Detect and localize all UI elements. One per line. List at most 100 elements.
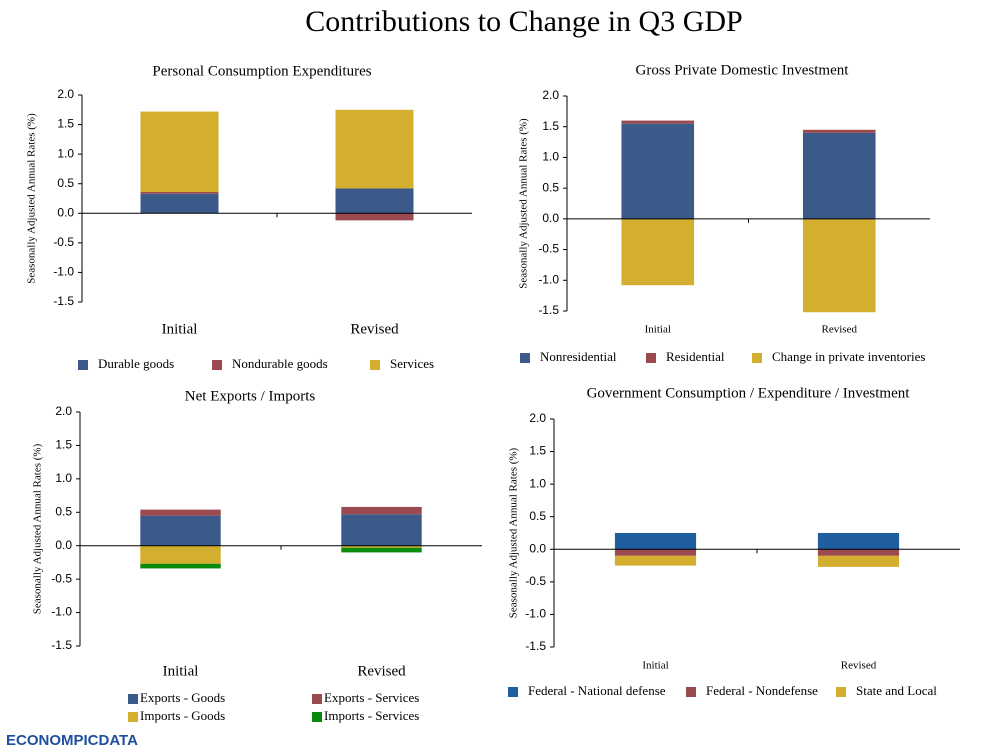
y-tick-label: 1.0 <box>57 146 74 160</box>
legend-swatch <box>836 687 846 697</box>
page-title: Contributions to Change in Q3 GDP <box>305 5 743 38</box>
y-tick-label: -0.5 <box>51 571 72 585</box>
y-tick-label: 1.5 <box>542 119 559 133</box>
legend-swatch <box>752 353 762 363</box>
bar-segment <box>341 547 422 553</box>
bar-segment <box>341 506 422 515</box>
y-tick-label: -0.5 <box>525 574 546 588</box>
y-tick-label: 1.5 <box>529 444 546 458</box>
bar-segment <box>140 191 219 194</box>
y-tick-label: -0.5 <box>538 242 559 256</box>
legend-swatch <box>128 712 138 722</box>
chart-title: Personal Consumption Expenditures <box>152 63 371 79</box>
y-tick-label: -1.5 <box>538 303 559 317</box>
logo: ECONOMPICDATA <box>6 732 138 749</box>
legend-swatch <box>312 712 322 722</box>
bar-segment <box>621 120 695 124</box>
y-tick-label: -1.5 <box>525 639 546 653</box>
y-tick-label: -1.5 <box>51 638 72 652</box>
legend-swatch <box>78 360 88 370</box>
x-tick-label: Initial <box>163 663 199 679</box>
bar-segment <box>802 218 876 313</box>
legend-label: Federal - National defense <box>528 683 666 698</box>
legend-swatch <box>646 353 656 363</box>
bar-segment <box>140 563 221 569</box>
bar-segment <box>140 515 221 546</box>
y-tick-label: 0.0 <box>57 205 74 219</box>
legend-label: Durable goods <box>98 356 174 371</box>
y-tick-label: 0.0 <box>55 538 72 552</box>
legend-swatch <box>312 694 322 704</box>
x-tick-label: Revised <box>822 324 858 336</box>
y-tick-label: 0.5 <box>542 180 559 194</box>
y-axis-label: Seasonally Adjusted Annual Rates (%) <box>518 118 530 289</box>
chart-title: Net Exports / Imports <box>185 388 316 404</box>
legend-label: Exports - Services <box>324 690 419 705</box>
bar-segment <box>341 514 422 546</box>
bar-segment <box>621 218 695 286</box>
bar-segment <box>341 545 422 548</box>
y-tick-label: 2.0 <box>57 87 74 101</box>
y-tick-label: -1.5 <box>53 294 74 308</box>
bar-segment <box>335 188 414 214</box>
y-tick-label: -1.0 <box>51 605 72 619</box>
bar-segment <box>140 509 221 516</box>
y-tick-label: -0.5 <box>53 235 74 249</box>
y-tick-label: 0.0 <box>542 211 559 225</box>
bar-segment <box>621 123 695 219</box>
bar-segment <box>335 213 414 221</box>
legend-swatch <box>686 687 696 697</box>
y-tick-label: -1.0 <box>538 272 559 286</box>
bar-segment <box>817 549 900 556</box>
y-tick-label: 1.5 <box>55 438 72 452</box>
bar-segment <box>614 549 697 556</box>
bar-segment <box>817 533 900 550</box>
legend-label: Imports - Services <box>324 708 419 723</box>
legend-label: Change in private inventories <box>772 349 925 364</box>
legend-swatch <box>370 360 380 370</box>
y-tick-label: 2.0 <box>55 404 72 418</box>
chart-title: Gross Private Domestic Investment <box>636 62 850 78</box>
bar-segment <box>140 545 221 564</box>
legend-label: Exports - Goods <box>140 690 225 705</box>
legend-label: Nondurable goods <box>232 356 328 371</box>
legend-swatch <box>212 360 222 370</box>
y-tick-label: -1.0 <box>53 265 74 279</box>
x-tick-label: Initial <box>645 324 671 336</box>
legend-label: Nonresidential <box>540 349 617 364</box>
x-tick-label: Revised <box>350 321 399 337</box>
y-tick-label: 0.5 <box>529 509 546 523</box>
y-tick-label: 0.5 <box>57 176 74 190</box>
bar-segment <box>614 533 697 550</box>
legend-swatch <box>520 353 530 363</box>
y-tick-label: 2.0 <box>529 411 546 425</box>
legend-label: Residential <box>666 349 725 364</box>
y-tick-label: 1.5 <box>57 117 74 131</box>
bar-segment <box>802 129 876 133</box>
x-tick-label: Initial <box>162 321 198 337</box>
x-tick-label: Initial <box>642 660 668 672</box>
y-tick-label: 1.0 <box>529 476 546 490</box>
legend-label: Services <box>390 356 434 371</box>
x-tick-label: Revised <box>841 660 877 672</box>
bar-segment <box>614 555 697 566</box>
legend-swatch <box>128 694 138 704</box>
x-tick-label: Revised <box>357 663 406 679</box>
chart-title: Government Consumption / Expenditure / I… <box>587 385 911 401</box>
bar-segment <box>140 193 219 214</box>
legend-swatch <box>508 687 518 697</box>
y-axis-label: Seasonally Adjusted Annual Rates (%) <box>508 447 520 618</box>
y-tick-label: 2.0 <box>542 88 559 102</box>
bar-segment <box>817 555 900 567</box>
legend-label: Federal - Nondefense <box>706 683 818 698</box>
y-tick-label: -1.0 <box>525 607 546 621</box>
y-tick-label: 0.5 <box>55 504 72 518</box>
bar-segment <box>140 111 219 192</box>
bar-segment <box>802 132 876 219</box>
y-tick-label: 1.0 <box>542 150 559 164</box>
y-axis-label: Seasonally Adjusted Annual Rates (%) <box>32 443 44 614</box>
legend-label: State and Local <box>856 683 937 698</box>
y-tick-label: 1.0 <box>55 471 72 485</box>
